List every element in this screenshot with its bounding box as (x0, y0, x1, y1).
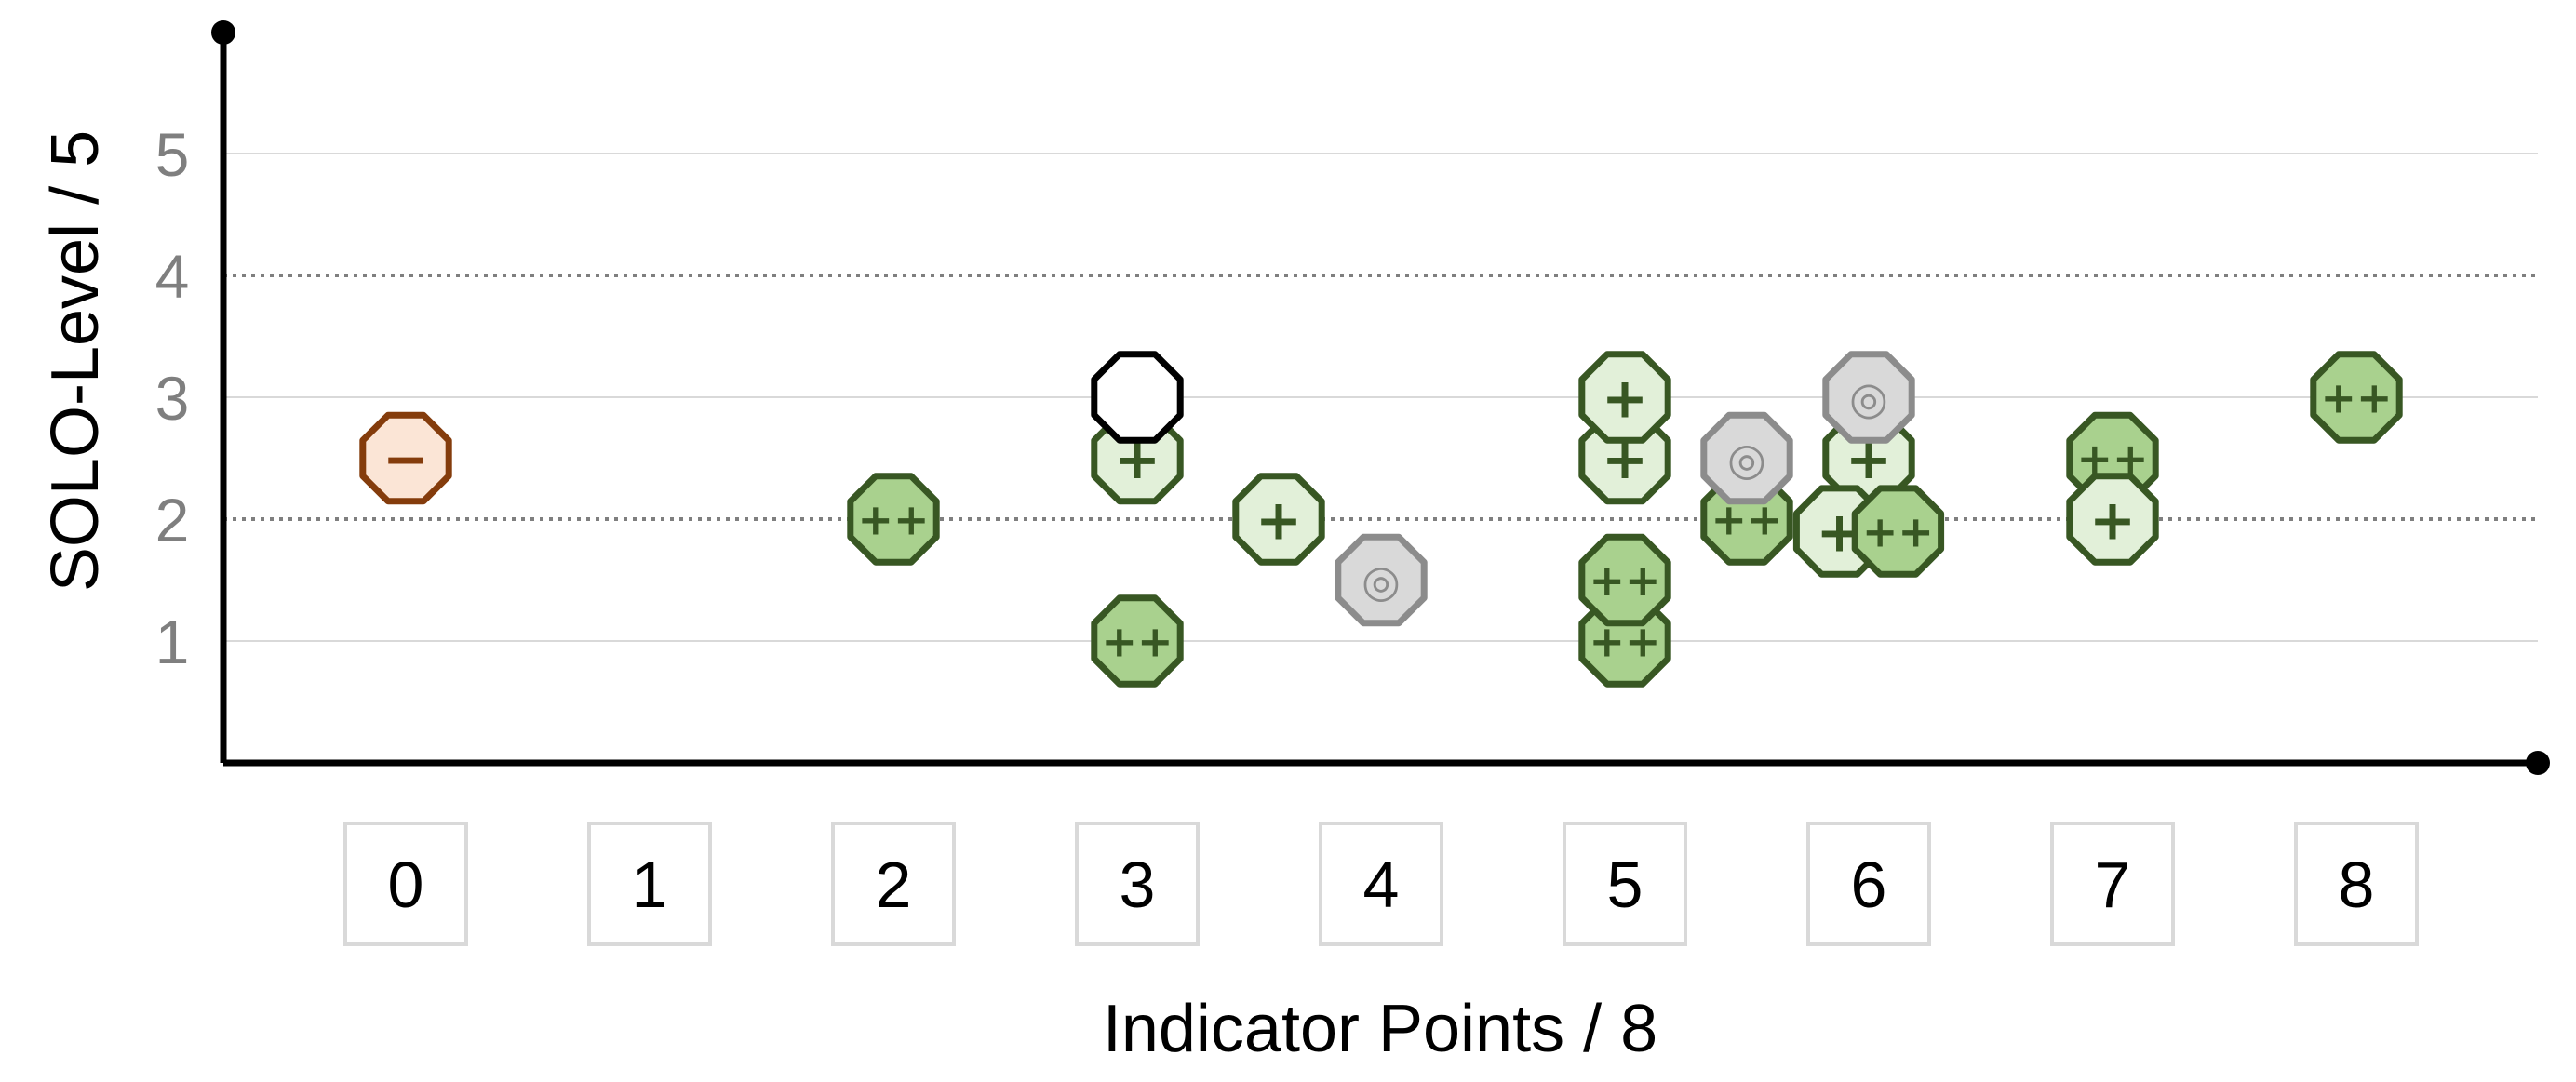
data-point-neutral: ◎ (1700, 411, 1793, 505)
data-point-plusplus: ++ (2310, 351, 2403, 444)
x-axis-title: Indicator Points / 8 (1103, 992, 1657, 1066)
point-symbol: + (2089, 488, 2136, 554)
point-marker (2066, 473, 2159, 566)
point-symbol: ++ (2320, 373, 2392, 423)
point-marker (1578, 351, 1671, 444)
x-tick-label: 6 (1851, 848, 1887, 921)
x-tick-box (343, 822, 468, 946)
point-symbol: ◎ (1727, 434, 1766, 486)
x-tick-labels: 0 1 2 3 4 5 6 7 8 (343, 822, 2419, 946)
point-symbol: ++ (857, 495, 929, 545)
x-tick-box (1806, 822, 1931, 946)
x-axis-end-dot (2526, 751, 2550, 775)
y-axis-title: SOLO-Level / 5 (38, 130, 113, 592)
point-symbol: + (1602, 367, 1648, 432)
y-tick-labels: 1 2 3 4 5 (155, 120, 190, 676)
point-marker (847, 473, 940, 566)
point-marker (1822, 351, 1915, 444)
x-tick-label: 0 (388, 848, 424, 921)
x-tick-box (1319, 822, 1443, 946)
data-point-plus: + (1232, 473, 1325, 566)
data-point-plusplus: ++ (847, 473, 940, 566)
x-tick-label: 4 (1363, 848, 1400, 921)
x-tick-label: 3 (1120, 848, 1156, 921)
data-point-plusplus: ++ (1578, 533, 1671, 627)
x-tick-label: 7 (2095, 848, 2131, 921)
x-tick-box (2294, 822, 2419, 946)
point-marker (1700, 411, 1793, 505)
y-axis-end-dot (211, 20, 235, 45)
point-marker (2310, 351, 2403, 444)
point-marker (1091, 594, 1184, 688)
data-point-neutral: ◎ (1822, 351, 1915, 444)
y-tick-label: 1 (155, 608, 190, 676)
data-point-plusplus: ++ (1091, 594, 1184, 688)
x-tick-label: 8 (2339, 848, 2375, 921)
y-tick-label: 4 (155, 242, 190, 311)
data-point-plus: + (2066, 473, 2159, 566)
y-tick-label: 5 (155, 120, 190, 189)
y-tick-label: 2 (155, 486, 190, 554)
x-tick-box (1563, 822, 1687, 946)
point-symbol: ◎ (1849, 372, 1888, 424)
point-marker (1091, 351, 1184, 444)
axes (211, 20, 2550, 775)
point-marker (1232, 473, 1325, 566)
point-symbol: + (1255, 488, 1302, 554)
data-point-blank (1091, 351, 1184, 444)
point-marker (359, 411, 452, 505)
x-tick-box (1075, 822, 1200, 946)
x-tick-box (587, 822, 712, 946)
x-tick-label: 2 (876, 848, 912, 921)
point-symbol: ◎ (1362, 555, 1401, 608)
y-tick-label: 3 (155, 364, 190, 433)
data-point-plusplus: ++ (1851, 485, 1945, 578)
x-tick-label: 1 (632, 848, 668, 921)
x-tick-box (2050, 822, 2175, 946)
point-symbol: ++ (1101, 617, 1173, 667)
point-symbol: − (382, 427, 429, 492)
point-symbol: ++ (1862, 507, 1934, 557)
point-marker (1851, 485, 1945, 578)
point-symbol: ++ (1589, 555, 1660, 606)
data-point-minus: − (359, 411, 452, 505)
data-point-plus: + (1578, 351, 1671, 444)
point-marker (1578, 533, 1671, 627)
data-point-neutral: ◎ (1335, 533, 1428, 627)
point-marker (1335, 533, 1428, 627)
x-tick-label: 5 (1607, 848, 1644, 921)
data-points: −++++++◎++++++++◎ +◎+ +++++++ (359, 351, 2403, 688)
x-tick-box (831, 822, 956, 946)
